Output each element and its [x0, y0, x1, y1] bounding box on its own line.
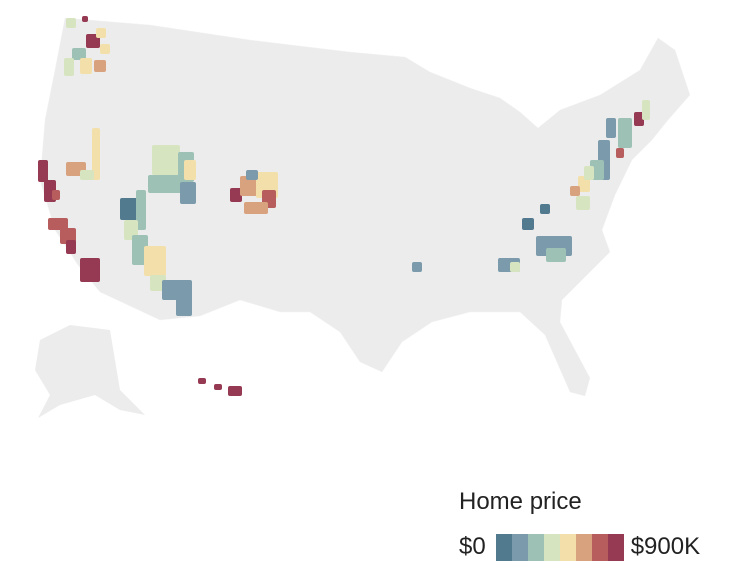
metro-region [244, 202, 268, 214]
metro-region [82, 16, 88, 22]
metro-region [642, 100, 650, 120]
metro-region [38, 160, 48, 182]
metro-region [66, 240, 76, 254]
legend-max-label: $900K [630, 533, 701, 560]
metro-region [230, 188, 242, 202]
legend-min-label: $0 [459, 533, 486, 560]
us-mainland [39, 17, 691, 397]
metro-region [148, 175, 182, 193]
metro-region [606, 118, 616, 138]
metro-region [152, 145, 180, 175]
metro-region [584, 166, 594, 180]
metro-regions [38, 16, 650, 396]
metro-region [72, 48, 86, 60]
metro-region [510, 262, 520, 272]
legend-swatches [495, 533, 624, 561]
metro-region [184, 160, 196, 180]
metro-region [66, 18, 76, 28]
metro-region [92, 128, 100, 180]
metro-region [214, 384, 222, 390]
legend-swatch-7 [607, 533, 624, 561]
alaska [35, 325, 145, 418]
metro-region [240, 176, 260, 196]
legend-swatch-6 [591, 533, 608, 561]
legend-title: Home price [459, 488, 582, 515]
metro-region [546, 248, 566, 262]
metro-region [64, 58, 74, 76]
metro-region [412, 262, 422, 272]
metro-region [144, 246, 166, 276]
metro-region [52, 190, 60, 200]
color-legend: $0 $900K [459, 533, 700, 561]
metro-region [616, 148, 624, 158]
metro-region [180, 182, 196, 204]
metro-region [228, 386, 242, 396]
metro-region [136, 190, 146, 230]
legend-swatch-2 [527, 533, 544, 561]
metro-region [48, 218, 68, 230]
metro-region [246, 170, 258, 180]
metro-region [176, 282, 192, 316]
metro-region [100, 44, 110, 54]
legend-swatch-1 [511, 533, 528, 561]
legend-swatch-3 [543, 533, 560, 561]
legend-swatch-5 [575, 533, 592, 561]
metro-region [618, 118, 632, 148]
metro-region [576, 196, 590, 210]
metro-region [522, 218, 534, 230]
metro-region [198, 378, 206, 384]
metro-region [540, 204, 550, 214]
metro-region [96, 28, 106, 38]
legend-swatch-0 [495, 533, 512, 561]
metro-region [80, 58, 92, 74]
metro-region [634, 112, 644, 126]
metro-region [94, 60, 106, 72]
metro-region [80, 258, 100, 282]
metro-region [570, 186, 580, 196]
legend-swatch-4 [559, 533, 576, 561]
metro-region [86, 34, 100, 48]
metro-region [80, 170, 94, 180]
